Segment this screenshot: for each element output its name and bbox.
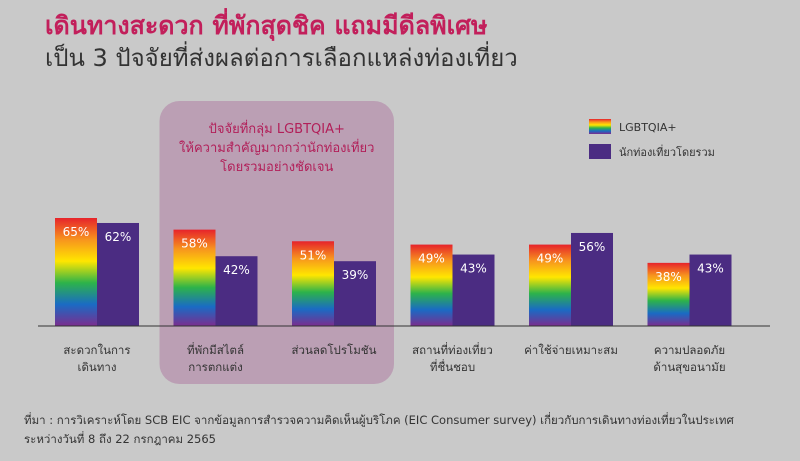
callout-text-line: ให้ความสำคัญมากกว่านักท่องเที่ยว: [179, 139, 374, 156]
category-label: ที่ชื่นชอบ: [430, 359, 475, 374]
legend-swatch-overall: [589, 144, 611, 159]
legend-swatch-lgbtqia: [589, 119, 611, 134]
bar-value-label: 43%: [460, 262, 487, 276]
legend-label: นักท่องเที่ยวโดยรวม: [619, 144, 715, 159]
category-label: เดินทาง: [78, 360, 117, 374]
page-title: เดินทางสะดวก ที่พักสุดชิค แถมมีดีลพิเศษ: [45, 11, 488, 40]
category-label: ความปลอดภัย: [654, 343, 725, 357]
callout-text-line: โดยรวมอย่างชัดเจน: [220, 159, 333, 175]
bar-lgbtqia: [292, 241, 334, 326]
bar-value-label: 58%: [181, 237, 208, 251]
category-label: ส่วนลดโปรโมชัน: [292, 343, 377, 357]
bar-overall: [689, 254, 732, 326]
bar-value-label: 51%: [300, 248, 327, 262]
bar-overall: [97, 222, 139, 326]
bar-value-label: 56%: [579, 240, 606, 254]
bar-overall: [215, 256, 258, 326]
legend-label: LGBTQIA+: [619, 121, 677, 134]
bar-lgbtqia: [55, 218, 97, 326]
category-label: ด้านสุขอนามัย: [653, 360, 725, 374]
bar-lgbtqia: [647, 262, 690, 326]
bar-value-label: 49%: [537, 252, 564, 266]
page-subtitle: เป็น 3 ปัจจัยที่ส่งผลต่อการเลือกแหล่งท่อ…: [45, 44, 518, 72]
bar-overall: [334, 261, 376, 326]
category-label: สะดวกในการ: [63, 343, 130, 357]
category-label: ค่าใช้จ่ายเหมาะสม: [524, 343, 618, 357]
source-line-1: ที่มา : การวิเคราะห์โดย SCB EIC จากข้อมู…: [24, 413, 734, 427]
bar-value-label: 49%: [418, 252, 445, 266]
category-label: การตกแต่ง: [188, 360, 243, 374]
bar-value-label: 39%: [342, 268, 369, 282]
bar-value-label: 65%: [63, 225, 90, 239]
category-label: สถานที่ท่องเที่ยว: [412, 342, 493, 357]
bar-value-label: 62%: [105, 230, 132, 244]
bar-overall: [571, 232, 613, 326]
source-note: ที่มา : การวิเคราะห์โดย SCB EIC จากข้อมู…: [24, 411, 784, 449]
category-label: ที่พักมีสไตล์: [187, 342, 244, 357]
bar-value-label: 42%: [223, 263, 250, 277]
bar-value-label: 43%: [697, 262, 724, 276]
bar-lgbtqia: [410, 244, 453, 326]
callout-text-line: ปัจจัยที่กลุ่ม LGBTQIA+: [209, 120, 345, 137]
bar-lgbtqia: [529, 244, 571, 326]
bar-lgbtqia: [173, 229, 216, 326]
source-line-2: ระหว่างวันที่ 8 ถึง 22 กรกฎาคม 2565: [24, 432, 216, 446]
bar-value-label: 38%: [655, 270, 682, 284]
bar-overall: [452, 254, 495, 326]
